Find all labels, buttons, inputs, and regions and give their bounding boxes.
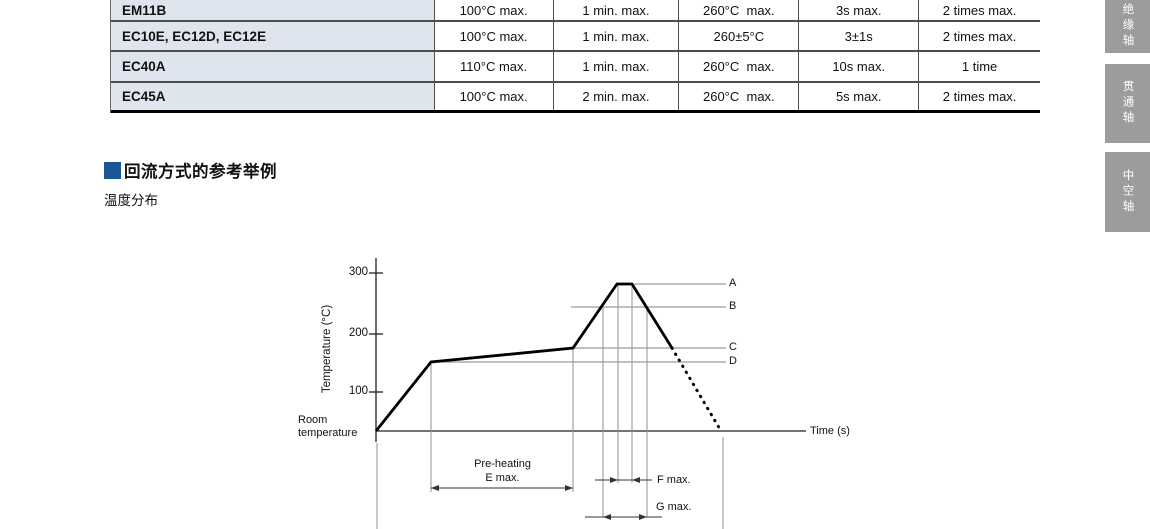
value-cell: 3±1s: [798, 22, 918, 50]
f-max-dimension-label: F max.: [657, 474, 691, 486]
value-cell: 260°C max.: [678, 0, 798, 20]
model-cell: EC45A: [111, 83, 434, 110]
section-title-text: 回流方式的参考举例: [124, 163, 277, 181]
y-axis-label: Temperature (°C): [321, 304, 333, 394]
table-row: EC10E, EC12D, EC12E 100°C max. 1 min. ma…: [111, 22, 1040, 52]
value-cell: 260°C max.: [678, 83, 798, 110]
table-row: EC40A 110°C max. 1 min. max. 260°C max. …: [111, 52, 1040, 83]
side-tab-insulated-shaft[interactable]: 绝缘轴: [1105, 0, 1150, 53]
value-cell: 10s max.: [798, 52, 918, 81]
value-cell: 110°C max.: [433, 52, 553, 81]
value-cell: 100°C max.: [433, 0, 553, 20]
room-temperature-label: Room temperature: [298, 414, 358, 439]
soldering-conditions-table: EM11B 100°C max. 1 min. max. 260°C max. …: [110, 0, 1040, 113]
value-cell: 5s max.: [798, 83, 918, 110]
g-max-dimension-label: G max.: [656, 501, 692, 513]
model-cell: EC10E, EC12D, EC12E: [111, 22, 434, 50]
value-cell: 1 min. max.: [552, 22, 679, 50]
value-cell: 1 min. max.: [552, 52, 679, 81]
value-cell: 3s max.: [798, 0, 918, 20]
table-row: EM11B 100°C max. 1 min. max. 260°C max. …: [111, 0, 1040, 22]
value-cell: 260±5°C: [678, 22, 798, 50]
value-cell: 1 time: [918, 52, 1040, 81]
value-cell: 2 times max.: [918, 22, 1040, 50]
side-tab-through-shaft[interactable]: 贯通轴: [1105, 64, 1150, 143]
ref-line-label-a: A: [729, 277, 737, 289]
value-cell: 2 times max.: [918, 0, 1040, 20]
y-axis-tick-100: 100: [348, 385, 368, 397]
value-cell: 100°C max.: [433, 22, 553, 50]
x-axis-label: Time (s): [810, 425, 850, 437]
ref-line-label-c: C: [729, 341, 737, 353]
value-cell: 1 min. max.: [552, 0, 679, 20]
y-axis-tick-300: 300: [348, 266, 368, 278]
blue-square-bullet-icon: [104, 161, 121, 179]
section-title: 回流方式的参考举例: [104, 158, 277, 182]
ref-line-label-d: D: [729, 355, 737, 367]
section-subtitle: 温度分布: [104, 193, 158, 208]
value-cell: 2 times max.: [918, 83, 1040, 110]
table-row: EC45A 100°C max. 2 min. max. 260°C max. …: [111, 83, 1040, 113]
y-axis-tick-200: 200: [348, 327, 368, 339]
model-cell: EC40A: [111, 52, 434, 81]
preheat-dimension-label: Pre-heating E max.: [474, 458, 531, 484]
side-tab-hollow-shaft[interactable]: 中空轴: [1105, 152, 1150, 232]
ref-line-label-b: B: [729, 300, 737, 312]
value-cell: 100°C max.: [433, 83, 553, 110]
value-cell: 260°C max.: [678, 52, 798, 81]
model-cell: EM11B: [111, 0, 434, 20]
value-cell: 2 min. max.: [552, 83, 679, 110]
